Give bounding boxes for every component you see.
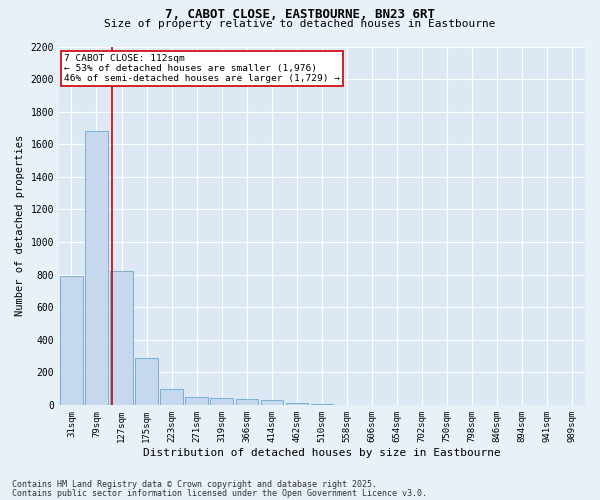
Bar [236, 399, 258, 405]
Bar [85, 131, 108, 405]
Bar [185, 397, 208, 405]
X-axis label: Distribution of detached houses by size in Eastbourne: Distribution of detached houses by size … [143, 448, 501, 458]
Text: Contains HM Land Registry data © Crown copyright and database right 2025.: Contains HM Land Registry data © Crown c… [12, 480, 377, 489]
Text: 7 CABOT CLOSE: 112sqm
← 53% of detached houses are smaller (1,976)
46% of semi-d: 7 CABOT CLOSE: 112sqm ← 53% of detached … [64, 54, 340, 84]
Bar [136, 358, 158, 405]
Bar [311, 404, 333, 405]
Bar [286, 403, 308, 405]
Text: Size of property relative to detached houses in Eastbourne: Size of property relative to detached ho… [104, 19, 496, 29]
Bar [211, 398, 233, 405]
Bar [60, 276, 83, 405]
Y-axis label: Number of detached properties: Number of detached properties [15, 135, 25, 316]
Title: 7, CABOT CLOSE, EASTBOURNE, BN23 6RT
Size of property relative to detached house: 7, CABOT CLOSE, EASTBOURNE, BN23 6RT Siz… [0, 499, 1, 500]
Bar [260, 400, 283, 405]
Bar [160, 388, 183, 405]
Bar [110, 272, 133, 405]
Text: 7, CABOT CLOSE, EASTBOURNE, BN23 6RT: 7, CABOT CLOSE, EASTBOURNE, BN23 6RT [165, 8, 435, 20]
Text: Contains public sector information licensed under the Open Government Licence v3: Contains public sector information licen… [12, 488, 427, 498]
